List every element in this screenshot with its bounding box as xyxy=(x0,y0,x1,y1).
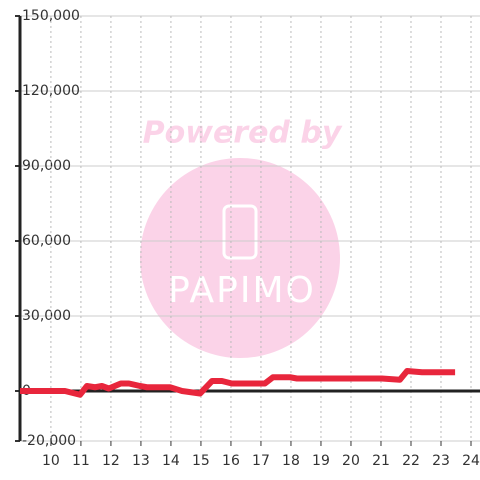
x-tick-label: 14 xyxy=(162,453,180,469)
x-tick-label: 20 xyxy=(342,453,360,469)
x-tick-label: 23 xyxy=(432,453,450,469)
y-tick-label: 60,000 xyxy=(22,233,71,249)
x-tick-label: 15 xyxy=(192,453,210,469)
y-tick-label: 30,000 xyxy=(22,308,71,324)
watermark-phone xyxy=(222,204,258,260)
x-tick-label: 11 xyxy=(72,453,90,469)
x-tick-label: 22 xyxy=(402,453,420,469)
watermark-logo: PAPIMO xyxy=(168,270,316,311)
line-series xyxy=(20,368,456,398)
x-tick-label: 12 xyxy=(102,453,120,469)
x-tick-label: 21 xyxy=(372,453,390,469)
x-tick-label: 10 xyxy=(42,453,60,469)
x-tick-label: 17 xyxy=(252,453,270,469)
x-tick-label: 24 xyxy=(462,453,480,469)
x-tick-label: 19 xyxy=(312,453,330,469)
watermark-text: Powered by xyxy=(143,116,343,151)
x-tick-label: 13 xyxy=(132,453,150,469)
y-tick-label: 90,000 xyxy=(22,158,71,174)
x-tick-label: 16 xyxy=(222,453,240,469)
x-tick-label: 18 xyxy=(282,453,300,469)
y-tick-label: -20,000 xyxy=(22,433,76,449)
